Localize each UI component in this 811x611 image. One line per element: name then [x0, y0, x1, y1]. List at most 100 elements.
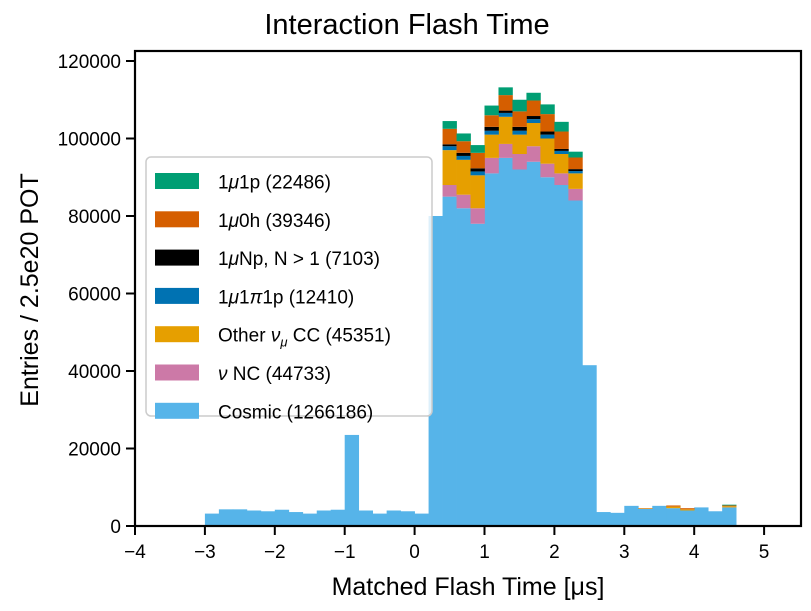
- histogram-bar: [512, 99, 527, 112]
- histogram-bar: [470, 175, 485, 209]
- histogram-bar: [526, 161, 541, 526]
- legend-swatch: [155, 249, 199, 266]
- legend-swatch: [155, 402, 199, 419]
- histogram-bar: [456, 208, 471, 526]
- histogram-bar: [218, 509, 234, 526]
- legend-swatch: [155, 173, 199, 189]
- histogram-bar: [484, 157, 499, 174]
- histogram-bar: [344, 434, 360, 526]
- histogram-bar: [554, 148, 569, 151]
- histogram-bar: [260, 511, 276, 526]
- histogram-bar: [722, 504, 737, 506]
- x-tick-label: 0: [409, 542, 420, 563]
- legend-swatch: [155, 364, 199, 381]
- histogram-bar: [204, 513, 220, 526]
- histogram-bar: [386, 510, 401, 526]
- y-tick-label: 40000: [68, 362, 121, 383]
- histogram-bar: [568, 200, 583, 526]
- histogram-bar: [456, 141, 471, 153]
- x-tick-label: 4: [689, 542, 700, 563]
- x-tick-label: −4: [124, 542, 146, 563]
- histogram-bar: [708, 511, 723, 526]
- histogram-bar: [470, 168, 485, 172]
- y-axis-label: Entries / 2.5e20 POT: [16, 173, 44, 406]
- histogram-bar: [512, 111, 527, 127]
- y-tick-label: 60000: [68, 285, 121, 306]
- legend-box: [145, 156, 433, 417]
- histogram-bar: [526, 92, 541, 101]
- histogram-bar: [596, 512, 611, 526]
- histogram-bar: [498, 87, 513, 96]
- histogram-bar: [652, 505, 667, 526]
- histogram-bar: [568, 188, 583, 201]
- histogram-bar: [442, 121, 457, 129]
- histogram-bar: [568, 171, 583, 174]
- histogram-bar: [540, 163, 555, 178]
- histogram-bar: [582, 365, 597, 526]
- x-tick-label: −1: [334, 542, 356, 563]
- histogram-bar: [666, 506, 681, 509]
- histogram-bar: [316, 510, 332, 526]
- histogram-bar: [526, 123, 541, 147]
- legend-swatch: [155, 211, 199, 228]
- y-tick-label: 100000: [58, 130, 121, 151]
- histogram-bar: [456, 194, 471, 209]
- histogram-bar: [442, 128, 457, 145]
- legend-label: 1μNp, N > 1 (7103): [218, 249, 380, 270]
- histogram-bar: [512, 126, 527, 131]
- histogram-bar: [498, 143, 513, 158]
- histogram-bar: [274, 509, 290, 526]
- histogram-bar: [484, 115, 499, 127]
- histogram-bar: [554, 185, 569, 526]
- x-tick-label: 3: [619, 542, 630, 563]
- y-tick-label: 120000: [58, 52, 121, 73]
- histogram-bar: [414, 513, 429, 526]
- histogram-bar: [498, 157, 513, 527]
- legend-label: ν NC (44733): [218, 364, 331, 385]
- histogram-bar: [610, 512, 625, 526]
- legend: 1μ1p (22486) 1μ0h (39346) 1μNp, N > 1 (710…: [145, 156, 433, 423]
- legend-label: Other νμ CC (45351): [218, 326, 391, 350]
- histogram-bar: [554, 131, 569, 149]
- x-axis-ticks: −4 −3 −2 −1 0 1 2 3 4 5: [124, 526, 769, 563]
- histogram-bar: [358, 510, 374, 526]
- histogram-bar: [442, 185, 457, 197]
- y-axis-ticks: 0 20000 40000 60000 80000 100000 120000: [58, 52, 135, 538]
- histogram-bar: [568, 169, 583, 172]
- histogram-bar: [470, 145, 485, 153]
- histogram-bar: [470, 171, 485, 176]
- histogram-bar: [568, 157, 583, 170]
- legend-swatch: [155, 326, 199, 343]
- histogram-bar: [540, 134, 555, 139]
- histogram-bar: [302, 513, 318, 526]
- histogram-bar: [666, 508, 681, 526]
- histogram-bar: [512, 134, 527, 155]
- histogram-bar: [554, 150, 569, 154]
- histogram-bar: [456, 159, 471, 195]
- histogram-bar: [484, 105, 499, 116]
- histogram-bar: [484, 134, 499, 158]
- legend-swatch: [155, 287, 199, 304]
- histogram-bar: [246, 510, 262, 526]
- histogram-bar: [498, 110, 513, 113]
- histogram-bar: [722, 507, 737, 526]
- x-tick-label: −3: [194, 542, 216, 563]
- histogram-bar: [470, 152, 485, 169]
- histogram-bar: [554, 121, 569, 132]
- legend-label: 1μ1p (22486): [218, 173, 331, 194]
- histogram-bar: [484, 126, 499, 131]
- histogram-bar: [288, 512, 304, 526]
- histogram-bar: [330, 509, 346, 526]
- x-tick-label: −2: [264, 542, 286, 563]
- x-tick-label: 5: [759, 542, 770, 563]
- histogram-bar: [498, 116, 513, 144]
- histogram-bar: [442, 150, 457, 186]
- histogram-bar: [638, 508, 653, 526]
- histogram-bar: [722, 506, 737, 508]
- histogram-bar: [666, 505, 681, 507]
- histogram-bar: [554, 173, 569, 186]
- histogram-bar: [470, 223, 485, 526]
- histogram-bar: [554, 154, 569, 174]
- histogram-bar: [568, 151, 583, 158]
- histogram-bar: [694, 507, 709, 526]
